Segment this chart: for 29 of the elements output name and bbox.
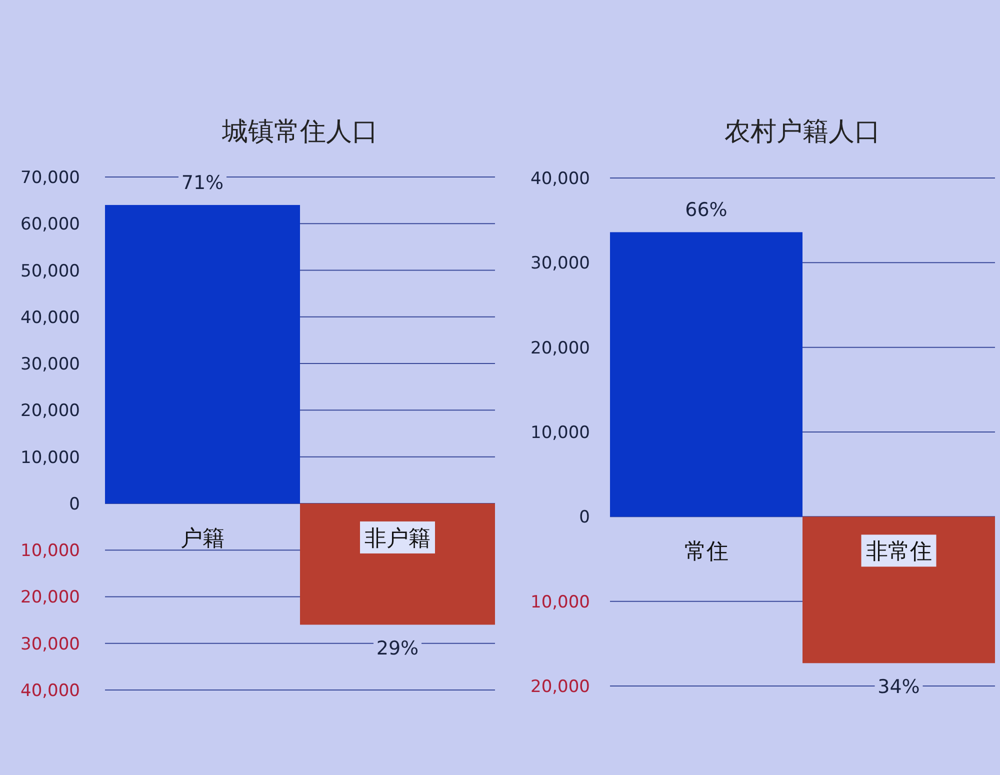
y-tick-label: 10,000 (530, 592, 590, 612)
y-tick-label: 30,000 (20, 634, 80, 654)
x-tick-label: 常住 (684, 540, 728, 565)
y-tick-label: 30,000 (530, 254, 590, 274)
y-tick-label: 20,000 (20, 588, 80, 608)
y-tick-label: 10,000 (20, 448, 80, 468)
y-tick-label: 70,000 (20, 168, 80, 188)
x-tick-label: 非常住 (866, 540, 932, 565)
y-tick-label: 50,000 (20, 261, 80, 282)
annotation: 66% (685, 199, 728, 222)
chart-title: 农村户籍人口 (724, 117, 880, 147)
annotation: 29% (376, 638, 419, 660)
y-tick-label: 20,000 (530, 338, 590, 358)
y-tick-label: 20,000 (530, 677, 590, 697)
y-tick-label: 20,000 (20, 401, 80, 422)
x-tick-label: 户籍 (180, 526, 224, 552)
y-tick-label: 10,000 (530, 423, 590, 443)
y-tick-label: 40,000 (20, 308, 80, 328)
y-tick-label: 0 (579, 508, 590, 528)
y-tick-label: 60,000 (20, 214, 80, 235)
y-tick-label: 40,000 (530, 169, 590, 189)
annotation: 71% (181, 172, 224, 194)
chart-title: 城镇常住人口 (221, 117, 378, 147)
y-tick-label: 30,000 (20, 354, 80, 375)
annotation: 34% (878, 676, 920, 698)
y-tick-label: 0 (69, 494, 80, 514)
y-tick-label: 10,000 (20, 541, 80, 562)
x-tick-label: 非户籍 (364, 526, 430, 552)
y-tick-label: 40,000 (20, 681, 80, 701)
